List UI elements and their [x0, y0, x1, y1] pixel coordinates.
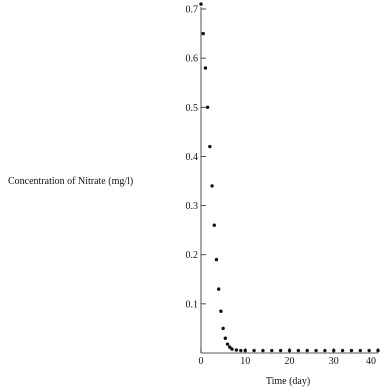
data-point [230, 347, 234, 351]
data-point [367, 348, 371, 353]
data-point [340, 348, 345, 353]
data-point [305, 348, 309, 353]
data-point [221, 326, 225, 331]
data-point [228, 345, 232, 349]
x-axis-label: Time (day) [266, 376, 310, 387]
y-tick-label: 0.4 [186, 152, 199, 163]
data-point [212, 223, 216, 227]
data-point [287, 348, 292, 353]
data-point [201, 31, 205, 36]
data-point [358, 348, 362, 353]
y-axis: 0.1 0.2 0.3 0.4 0.5 0.6 0.7 [186, 5, 206, 353]
data-point [199, 2, 203, 6]
y-tick-label: 0.2 [186, 250, 199, 261]
data-point [252, 348, 256, 353]
data-point [261, 348, 265, 353]
data-point [225, 342, 230, 346]
y-tick-label: 0.5 [186, 103, 199, 114]
data-point [203, 66, 208, 70]
data-point [376, 348, 380, 353]
data-series [199, 2, 380, 353]
x-axis: 0 10 20 30 40 [199, 348, 379, 367]
data-point [219, 309, 223, 313]
y-tick-label: 0.6 [186, 54, 199, 65]
data-point [210, 184, 214, 188]
data-point [349, 348, 354, 353]
data-point [205, 105, 210, 109]
y-axis-label: Concentration of Nitrate (mg/l) [8, 176, 133, 187]
data-point [323, 348, 327, 353]
x-tick-label: 10 [240, 356, 250, 367]
data-point [296, 348, 301, 353]
data-point [270, 348, 274, 353]
x-tick-label: 40 [366, 356, 376, 367]
data-point [217, 287, 221, 291]
x-tick-label: 20 [285, 356, 295, 367]
x-tick-label: 0 [199, 356, 204, 367]
data-point [208, 144, 212, 149]
x-tick-label: 30 [329, 356, 339, 367]
data-point [234, 348, 239, 352]
data-point [243, 348, 247, 353]
y-tick-label: 0.3 [186, 201, 199, 212]
y-tick-label: 0.1 [186, 299, 199, 310]
data-point [223, 336, 228, 340]
data-point [278, 348, 283, 353]
data-point [239, 348, 243, 353]
data-point [314, 348, 318, 353]
data-point [214, 257, 219, 262]
data-point [332, 348, 336, 353]
y-tick-label: 0.7 [186, 5, 199, 16]
